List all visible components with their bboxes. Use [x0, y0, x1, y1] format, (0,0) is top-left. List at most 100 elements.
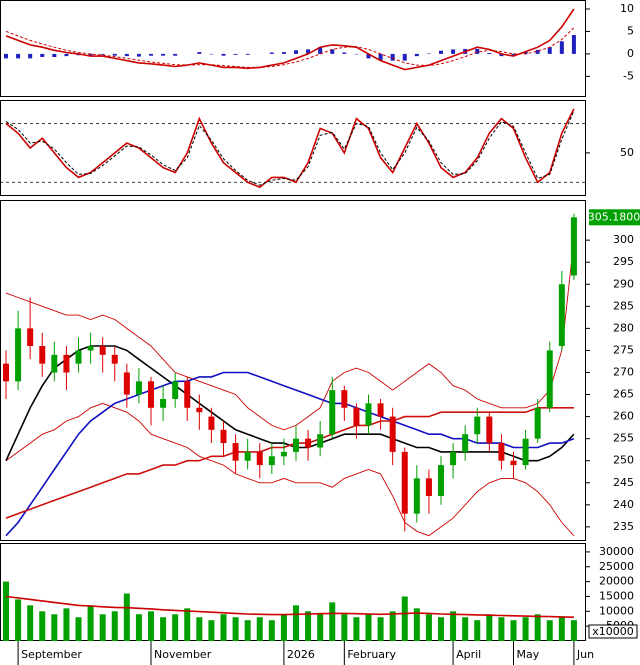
- volume-bar: [87, 605, 94, 641]
- candle-body: [123, 372, 130, 395]
- candle-body: [558, 284, 565, 347]
- volume-bar: [389, 611, 396, 641]
- histogram-bar: [487, 52, 492, 54]
- y-tick-label: 240: [613, 498, 634, 511]
- candle-body: [462, 434, 469, 452]
- histogram-bar: [64, 53, 69, 57]
- unit-box: [588, 624, 638, 639]
- candle-body: [534, 407, 541, 439]
- candle-body: [51, 354, 58, 373]
- indicator-line: [5, 407, 574, 519]
- y-tick-label: 290: [613, 277, 634, 290]
- volume-bar: [75, 617, 82, 641]
- histogram-bar: [40, 53, 45, 58]
- volume-bar: [196, 617, 203, 641]
- candle-body: [268, 456, 275, 466]
- y-tick-label: 255: [613, 432, 634, 445]
- histogram-bar: [535, 49, 540, 54]
- x-tick-label: February: [347, 648, 396, 661]
- histogram-bar: [149, 53, 153, 56]
- histogram-bar: [281, 52, 286, 54]
- indicator-line: [5, 371, 575, 537]
- histogram-bar: [88, 53, 93, 57]
- y-tick-label: 10000: [599, 604, 634, 617]
- volume-bar: [293, 605, 299, 641]
- volume-bar: [558, 617, 565, 641]
- y-tick-label: 275: [613, 343, 634, 356]
- candle-body: [510, 460, 517, 466]
- histogram-bar: [294, 50, 298, 54]
- histogram-bar: [547, 47, 552, 54]
- y-tick-label: -5: [623, 69, 634, 82]
- candle-body: [450, 451, 457, 466]
- candle-body: [365, 403, 372, 426]
- last-price-label: 305.1800: [588, 210, 640, 223]
- volume-bar: [3, 581, 9, 641]
- candle-body: [196, 407, 203, 413]
- volume-bar: [474, 620, 481, 641]
- candle-body: [438, 465, 444, 497]
- candle-body: [232, 443, 239, 461]
- volume-bar: [123, 593, 130, 641]
- candle-body: [27, 328, 34, 347]
- indicator-line: [5, 595, 574, 618]
- y-tick-label: 5: [627, 24, 634, 37]
- volume-bar: [317, 614, 324, 641]
- y-tick-label: 15000: [599, 589, 634, 602]
- x-tick-label: Jun: [576, 648, 594, 661]
- histogram-bar: [16, 53, 21, 59]
- unit-label: x10000: [592, 625, 634, 638]
- y-tick-label: 260: [613, 410, 634, 423]
- candle-body: [208, 416, 215, 430]
- candle-body: [498, 443, 505, 461]
- y-tick-label: 300: [613, 233, 634, 246]
- candle-body: [39, 346, 46, 364]
- y-tick-label: 285: [613, 299, 634, 312]
- histogram-bar: [390, 53, 395, 61]
- indicator-line: [5, 108, 575, 189]
- y-tick-label: 0: [627, 47, 634, 60]
- volume-bar: [353, 617, 360, 641]
- y-tick-label: 10: [620, 2, 634, 15]
- volume-bar: [280, 614, 287, 641]
- histogram-bar: [100, 53, 105, 55]
- candle-body: [305, 438, 312, 448]
- volume-bar: [220, 614, 227, 641]
- histogram-bar: [451, 49, 456, 54]
- indicator-line: [5, 27, 575, 68]
- histogram-bar: [511, 53, 516, 57]
- histogram-bar: [571, 35, 576, 54]
- histogram-bar: [173, 53, 178, 56]
- histogram-bar: [52, 53, 57, 58]
- candle-body: [148, 381, 154, 408]
- y-tick-label: 250: [613, 454, 634, 467]
- histogram-bar: [233, 53, 238, 55]
- last-price-box: [589, 209, 640, 226]
- candle-body: [63, 354, 70, 373]
- histogram-bar: [28, 53, 33, 59]
- volume-bar: [450, 611, 457, 641]
- histogram-bar: [112, 53, 117, 56]
- price-panel: [0, 200, 586, 541]
- candle-body: [425, 478, 432, 497]
- volume-bar: [135, 614, 142, 641]
- volume-bar: [160, 617, 167, 641]
- histogram-bar: [414, 53, 419, 57]
- volume-bar: [510, 620, 517, 641]
- histogram-bar: [342, 52, 347, 54]
- histogram-bar: [4, 53, 8, 59]
- volume-bar: [39, 611, 46, 641]
- volume-bar: [486, 614, 493, 641]
- histogram-bar: [306, 49, 311, 54]
- volume-bar: [425, 614, 432, 641]
- indicator-line: [5, 8, 575, 71]
- volume-bar: [51, 614, 58, 641]
- volume-bar: [329, 602, 336, 641]
- indicator-line: [5, 240, 575, 431]
- candle-body: [329, 390, 336, 435]
- histogram-bar: [318, 47, 323, 54]
- volume-bar: [27, 605, 34, 641]
- candle-body: [486, 416, 493, 444]
- volume-bar: [184, 608, 191, 641]
